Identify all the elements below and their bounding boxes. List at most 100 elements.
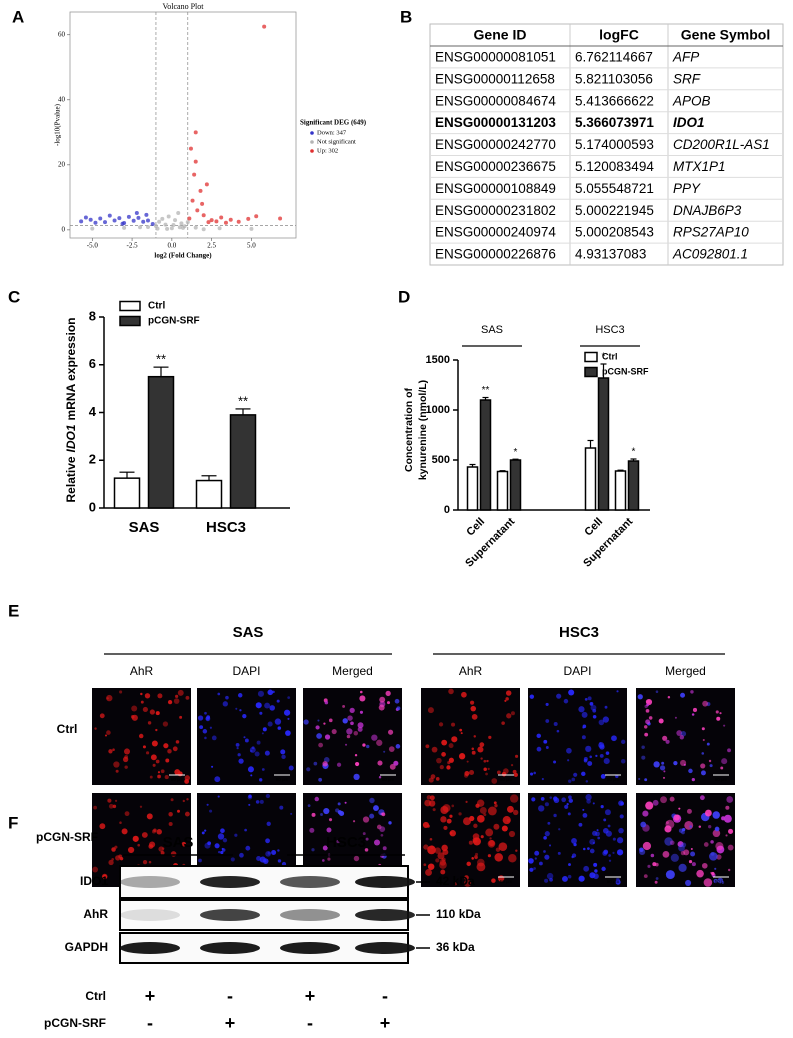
column-label: Merged — [665, 664, 706, 678]
cell — [665, 870, 675, 880]
data-point — [195, 208, 200, 213]
cell — [479, 807, 487, 814]
cell — [279, 805, 284, 810]
cell — [142, 745, 146, 749]
cell — [558, 828, 561, 831]
data-point — [193, 159, 198, 164]
cell — [237, 753, 241, 757]
cell — [247, 795, 253, 800]
cell — [603, 827, 609, 834]
cell — [149, 775, 153, 779]
cell — [217, 795, 220, 798]
data-point — [88, 217, 93, 222]
cell — [483, 813, 487, 817]
cell — [726, 796, 734, 803]
cell — [498, 842, 508, 851]
cell — [106, 730, 111, 735]
legend-label: Ctrl — [148, 301, 165, 312]
table-cell: IDO1 — [673, 115, 705, 130]
bar — [597, 377, 610, 511]
data-point — [198, 188, 203, 193]
cell — [107, 798, 112, 803]
cell — [430, 774, 436, 779]
cell — [539, 861, 543, 866]
cell — [642, 810, 649, 817]
cell — [177, 689, 184, 696]
cell — [616, 837, 624, 844]
cell — [708, 824, 712, 829]
cell — [711, 871, 715, 876]
cell — [544, 878, 549, 883]
cell — [602, 716, 610, 723]
cell — [436, 757, 442, 764]
data-point — [209, 218, 214, 223]
cell — [721, 758, 728, 765]
cell — [309, 827, 315, 833]
cell — [359, 695, 366, 702]
cell — [259, 711, 263, 715]
condition-sign: - — [382, 986, 388, 1006]
cell — [357, 722, 364, 729]
cell — [318, 777, 323, 782]
cell — [155, 728, 158, 732]
cell — [571, 855, 574, 859]
cell — [458, 753, 466, 760]
cell — [451, 804, 455, 808]
group-label: HSC3 — [595, 324, 624, 336]
cell — [468, 840, 473, 845]
cell — [142, 859, 148, 865]
cell — [173, 698, 180, 704]
scale-bar-label: 50 μm — [607, 879, 620, 884]
cell — [230, 857, 235, 862]
cell — [184, 779, 190, 784]
cell — [607, 824, 611, 828]
cell — [487, 767, 490, 771]
data-point — [145, 218, 150, 223]
data-point — [126, 214, 131, 219]
cell — [369, 797, 375, 804]
data-point — [98, 216, 103, 221]
cell — [346, 734, 351, 739]
protein-label: GAPDH — [65, 940, 108, 954]
y-tick-label: 4 — [89, 404, 97, 419]
data-point — [204, 182, 209, 187]
cell — [493, 823, 500, 830]
cell — [680, 850, 686, 856]
cell — [201, 831, 205, 835]
cell — [140, 700, 144, 704]
cell — [567, 759, 570, 762]
volcano-plot: Volcano Plot -5.0 -2.5 0.0 2.5 5.0 0 20 40 60 log2… — [54, 2, 367, 260]
cell — [243, 736, 246, 739]
cell — [307, 804, 311, 808]
cell — [473, 735, 476, 738]
cell — [538, 805, 545, 812]
data-point — [192, 172, 197, 177]
cell — [491, 778, 498, 784]
protein-label: AhR — [83, 907, 108, 921]
data-point — [193, 130, 198, 135]
cell — [486, 759, 489, 763]
cell — [324, 734, 331, 740]
cell — [326, 827, 332, 833]
cell — [592, 714, 597, 719]
cell — [655, 862, 659, 867]
cell — [265, 850, 271, 857]
cell — [641, 745, 645, 750]
cell — [728, 828, 734, 834]
scale-bar-label: 50 μm — [500, 879, 513, 884]
table-cell: ENSG00000242770 — [435, 137, 556, 152]
cell — [646, 703, 649, 707]
cell — [662, 735, 668, 741]
cell — [115, 769, 119, 773]
table-cell: 6.762114667 — [575, 50, 653, 65]
cell — [429, 837, 433, 841]
cell — [473, 823, 478, 829]
cell — [543, 850, 546, 853]
cell — [350, 721, 354, 726]
cell — [544, 831, 550, 837]
cell — [643, 874, 648, 878]
cell — [167, 748, 172, 754]
data-point — [93, 220, 98, 225]
table-cell: ENSG00000236675 — [435, 159, 556, 174]
cell — [664, 825, 672, 833]
